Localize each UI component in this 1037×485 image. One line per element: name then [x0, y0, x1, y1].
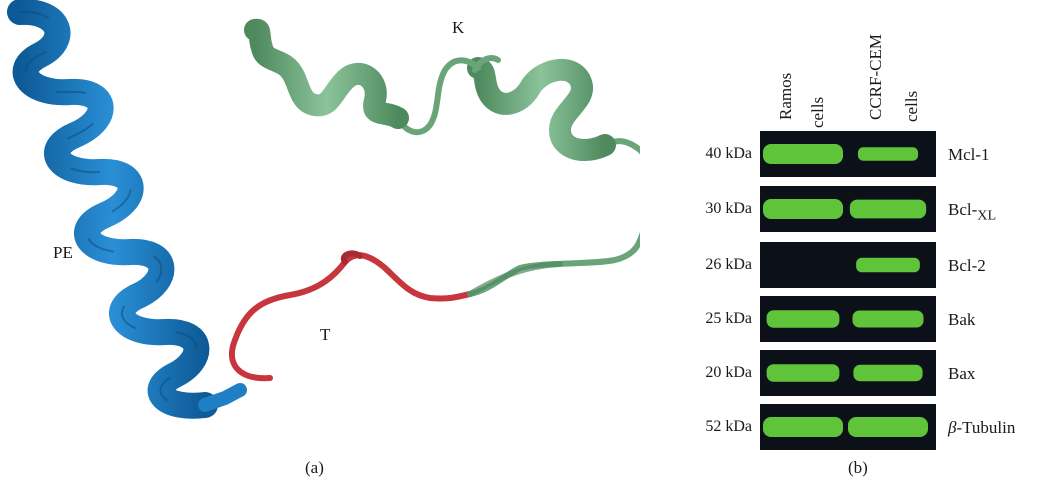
protein-name: Bax — [948, 364, 976, 383]
t-loop — [228, 250, 473, 382]
blot-strip — [760, 186, 936, 232]
pe-helix — [7, 0, 247, 419]
band-ramos — [763, 199, 843, 219]
protein-name: Bak — [948, 310, 976, 329]
protein-label: Bak — [948, 310, 975, 330]
blot-strip — [760, 131, 936, 177]
panel-b-caption: (b) — [848, 458, 868, 477]
protein-label: β-Tubulin — [948, 418, 1015, 438]
band-ramos — [766, 310, 840, 328]
band-ccrf — [856, 257, 920, 273]
t-label: T — [320, 325, 331, 344]
band-ccrf — [849, 199, 927, 219]
protein-name: Bcl- — [948, 200, 978, 219]
col-header-ccrf: CCRF-CEM — [866, 34, 885, 120]
col-header-ccrf-cells: cells — [902, 90, 921, 122]
band-ramos — [763, 144, 843, 164]
band-ccrf — [857, 147, 919, 161]
k-label: K — [452, 18, 465, 37]
protein-name: -Tubulin — [956, 418, 1016, 437]
band-ramos — [766, 364, 840, 382]
blot-strip — [760, 296, 936, 342]
kda-label: 20 kDa — [705, 364, 752, 381]
kda-label: 40 kDa — [705, 145, 752, 162]
kda-label: 30 kDa — [705, 200, 752, 217]
kda-label: 26 kDa — [705, 256, 752, 273]
pe-label: PE — [53, 243, 73, 262]
protein-structure-figure: PE K T — [7, 0, 640, 419]
protein-label: Bcl-2 — [948, 256, 986, 276]
band-ccrf — [852, 310, 924, 328]
protein-subscript: XL — [977, 207, 997, 224]
protein-label: Mcl-1 — [948, 145, 990, 165]
blot-strip — [760, 404, 936, 450]
col-header-ramos-cells: cells — [808, 96, 827, 128]
panel-a-caption: (a) — [305, 458, 324, 477]
band-ccrf — [848, 417, 928, 437]
protein-label: Bcl-XL — [948, 200, 996, 224]
band-ramos — [763, 417, 843, 437]
kda-label: 52 kDa — [705, 418, 752, 435]
blot-strip — [760, 242, 936, 288]
protein-name: Mcl-1 — [948, 145, 990, 164]
protein-label: Bax — [948, 364, 975, 384]
protein-name: Bcl-2 — [948, 256, 986, 275]
col-header-ramos: Ramos — [776, 72, 795, 120]
k-helices — [244, 18, 640, 297]
protein-prefix: β — [948, 418, 957, 437]
kda-label: 25 kDa — [705, 310, 752, 327]
blot-strip — [760, 350, 936, 396]
band-ccrf — [853, 364, 923, 382]
